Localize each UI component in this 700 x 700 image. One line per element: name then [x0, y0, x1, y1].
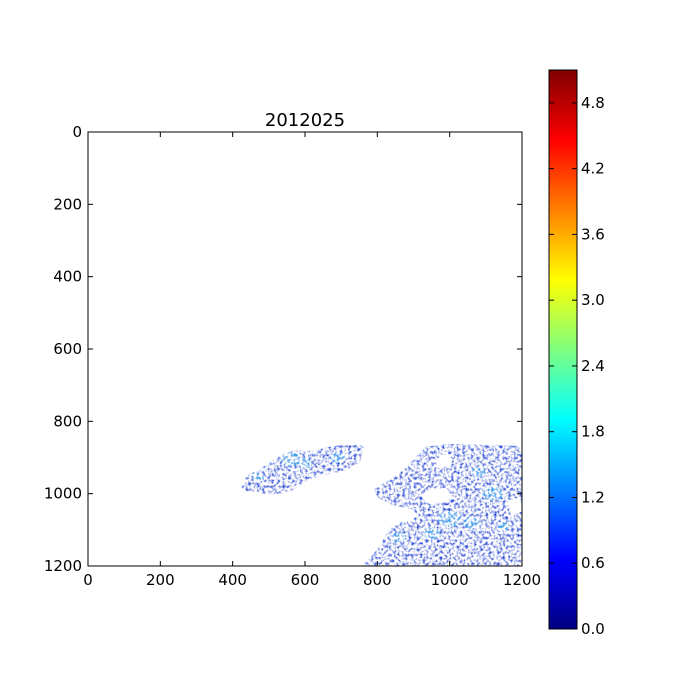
chart-title: 2012025	[265, 110, 345, 131]
y-tick-label: 200	[53, 195, 82, 213]
colorbar-tick-label: 2.4	[581, 357, 605, 375]
y-tick-label: 400	[53, 268, 82, 286]
colorbar-tick-label: 0.6	[581, 554, 605, 572]
heat-highlights	[252, 452, 510, 543]
x-tick-label: 400	[218, 571, 247, 589]
colorbar-ticks: 0.0 0.6 1.2 1.8 2.4 3.0 3.6 4.2 4.8	[549, 94, 605, 638]
x-tick-label: 600	[291, 571, 320, 589]
plot-area: 0 200 400 600 800 1000 1200 0 200 400 600 800 1000 1…	[44, 123, 541, 589]
colorbar-tick-label: 3.0	[581, 291, 605, 309]
heatmap-image	[241, 443, 522, 566]
x-tick-label: 1200	[503, 571, 541, 589]
x-axis: 0 200 400 600 800 1000 1200	[83, 132, 541, 589]
no-data-gap	[420, 488, 454, 503]
x-tick-label: 200	[146, 571, 175, 589]
y-tick-label: 1200	[44, 557, 82, 575]
x-tick-label: 0	[83, 571, 93, 589]
colorbar-gradient	[548, 69, 578, 630]
x-tick-label: 1000	[431, 571, 469, 589]
x-tick-label: 800	[363, 571, 392, 589]
colorbar-tick-label: 4.8	[581, 94, 605, 112]
colorbar: 0.0 0.6 1.2 1.8 2.4 3.0 3.6 4.2 4.8	[548, 69, 605, 638]
y-tick-label: 0	[72, 123, 82, 141]
no-data-gap	[507, 497, 522, 516]
no-data-gap	[435, 453, 454, 467]
colorbar-tick-label: 4.2	[581, 160, 605, 178]
y-tick-label: 800	[53, 412, 82, 430]
y-tick-label: 1000	[44, 485, 82, 503]
colorbar-tick-label: 1.8	[581, 423, 605, 441]
colorbar-tick-label: 3.6	[581, 225, 605, 243]
y-axis: 0 200 400 600 800 1000 1200	[44, 123, 522, 575]
colorbar-tick-label: 1.2	[581, 488, 605, 506]
y-tick-label: 600	[53, 340, 82, 358]
colorbar-tick-label: 0.0	[581, 620, 605, 638]
